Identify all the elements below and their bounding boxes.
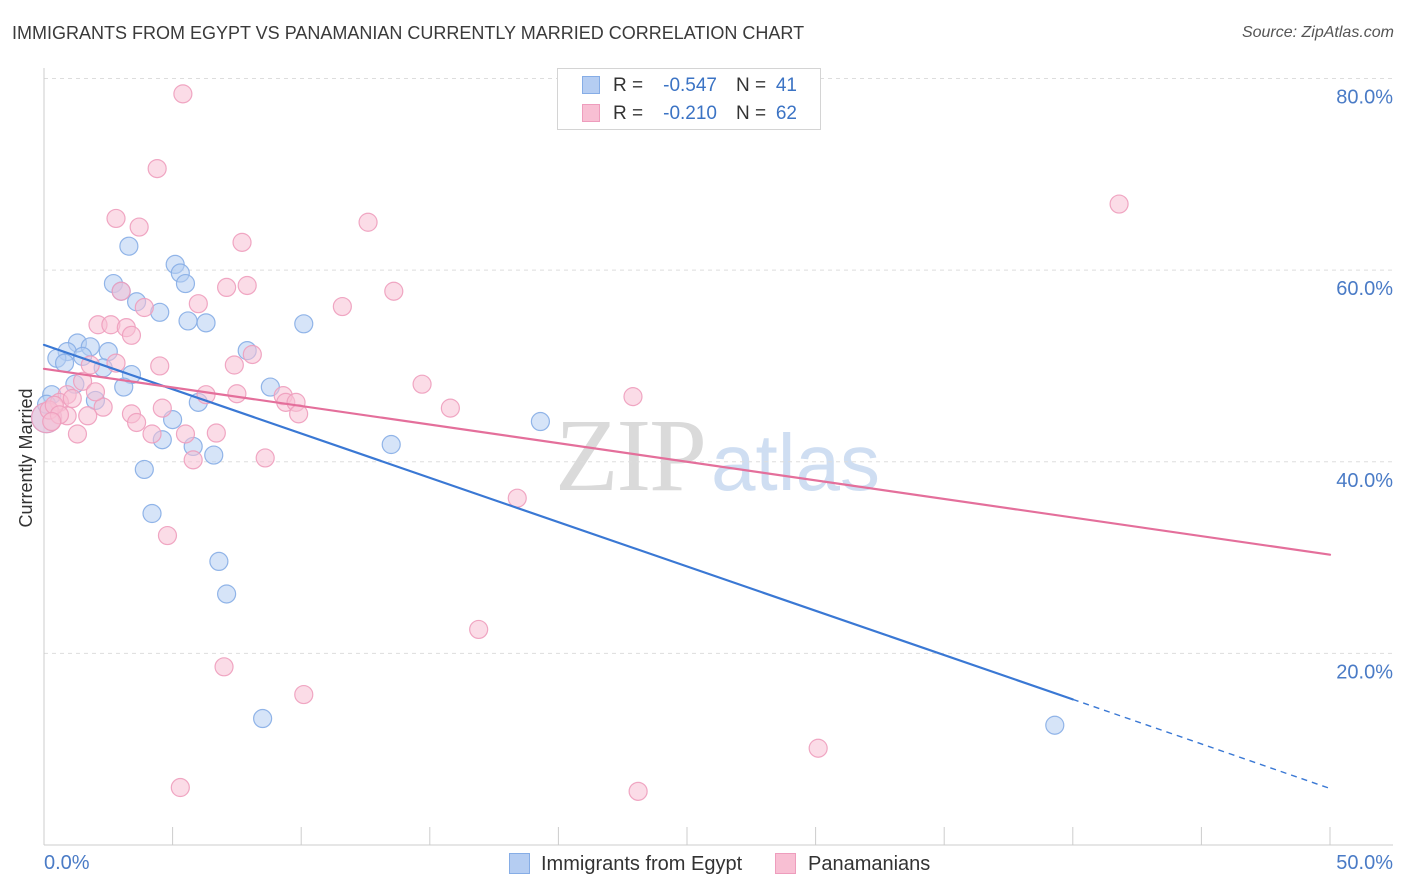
egypt-point: [209, 551, 229, 572]
n-value: 41: [775, 75, 797, 96]
egypt-point: [142, 503, 162, 524]
y-tick-label: 60.0%: [1336, 278, 1393, 300]
egypt-points: [30, 236, 1065, 735]
panamanian-point: [175, 424, 196, 444]
panamanian-point: [121, 325, 142, 345]
egypt-point: [134, 459, 154, 480]
egypt-point: [54, 353, 75, 373]
egypt-point: [1045, 715, 1065, 735]
egypt-point: [196, 313, 216, 333]
egypt-point: [204, 445, 224, 465]
y-axis-title: Currently Married: [16, 388, 36, 527]
panamanian-point: [224, 355, 244, 375]
egypt-point: [530, 411, 550, 432]
r-value: -0.547: [663, 75, 717, 96]
panamanian-point: [469, 619, 489, 640]
panamanian-point: [72, 371, 93, 391]
panamanian-point: [142, 424, 162, 444]
n-label: N =: [736, 75, 767, 96]
panamanian-point: [507, 488, 527, 508]
x-ticks: 0.0% 50.0%: [43, 827, 1393, 874]
panamanian-trend-line: [42, 367, 1332, 556]
y-tick-label: 20.0%: [1336, 661, 1393, 683]
panamanian-point: [170, 777, 190, 798]
panamanian-point: [255, 448, 275, 468]
egypt-legend-swatch: [509, 853, 530, 874]
r-label: R =: [613, 75, 644, 96]
x-tick-label: 0.0%: [44, 852, 90, 874]
panamanian-point: [42, 411, 62, 432]
panamanian-point: [623, 387, 643, 407]
r-label: R =: [613, 103, 644, 124]
panamanian-point: [111, 281, 131, 301]
panamanian-point: [232, 232, 252, 252]
egypt-trend-line: [42, 343, 1074, 701]
correlation-legend: R = -0.547 N = 41 R = -0.210 N = 62: [557, 68, 821, 130]
panamanian-point: [412, 374, 432, 394]
egypt-point: [119, 236, 139, 256]
panamanian-point: [242, 344, 262, 365]
panamanian-point: [93, 397, 113, 417]
correlation-row-egypt: R = -0.547 N = 41: [558, 74, 820, 98]
y-tick-label: 80.0%: [1336, 87, 1393, 109]
egypt-stat-swatch: [582, 76, 600, 94]
egypt-trend-line-extension: [1072, 698, 1331, 790]
panamanian-point: [173, 84, 193, 104]
panamanian-point: [106, 208, 126, 229]
egypt-point: [294, 314, 314, 334]
y-tick-label: 40.0%: [1336, 470, 1393, 492]
egypt-point: [253, 708, 273, 729]
panamanian-point: [85, 382, 106, 402]
panamanian-point: [206, 423, 226, 443]
legend-label-panamanian: Panamanians: [808, 853, 931, 875]
panamanian-point: [134, 297, 154, 318]
panamanian-point: [227, 384, 247, 404]
panamanian-point: [1109, 194, 1129, 214]
panamanian-point: [237, 275, 257, 296]
panamanian-point: [62, 388, 82, 409]
egypt-point: [217, 584, 237, 604]
source-credit: Source: ZipAtlas.com: [1241, 24, 1394, 41]
panamanian-point: [214, 657, 234, 677]
panamanian-point: [628, 781, 648, 801]
panamanian-point: [183, 450, 203, 470]
chart-title: IMMIGRANTS FROM EGYPT VS PANAMANIAN CURR…: [12, 23, 805, 43]
egypt-point: [178, 311, 198, 331]
r-value: -0.210: [663, 103, 717, 124]
panamanian-point: [440, 398, 460, 418]
n-value: 62: [775, 103, 797, 124]
panamanian-point: [358, 212, 378, 232]
legend-label-egypt: Immigrants from Egypt: [541, 853, 743, 875]
panamanian-points: [30, 84, 1129, 801]
panamanian-legend-swatch: [775, 853, 796, 874]
panamanian-point: [150, 356, 170, 376]
panamanian-point: [294, 684, 314, 705]
x-tick-label: 50.0%: [1336, 852, 1393, 874]
n-label: N =: [736, 103, 767, 124]
panamanian-point: [78, 406, 98, 426]
y-gridlines: 80.0% 60.0% 40.0% 20.0%: [44, 78, 1393, 683]
panamanian-point: [332, 296, 352, 317]
panamanian-point: [188, 294, 208, 314]
panamanian-stat-swatch: [582, 104, 600, 122]
egypt-point: [175, 273, 196, 294]
panamanian-point: [384, 281, 404, 301]
panamanian-point: [67, 424, 88, 444]
panamanian-point: [147, 158, 167, 179]
egypt-point: [114, 377, 134, 397]
correlation-row-panamanian: R = -0.210 N = 62: [558, 102, 820, 126]
panamanian-point: [217, 277, 237, 297]
panamanian-point: [152, 398, 172, 418]
panamanian-point: [126, 412, 147, 433]
panamanian-point: [157, 525, 178, 546]
panamanian-point: [129, 217, 149, 237]
panamanian-point: [808, 738, 828, 758]
egypt-point: [381, 434, 401, 455]
